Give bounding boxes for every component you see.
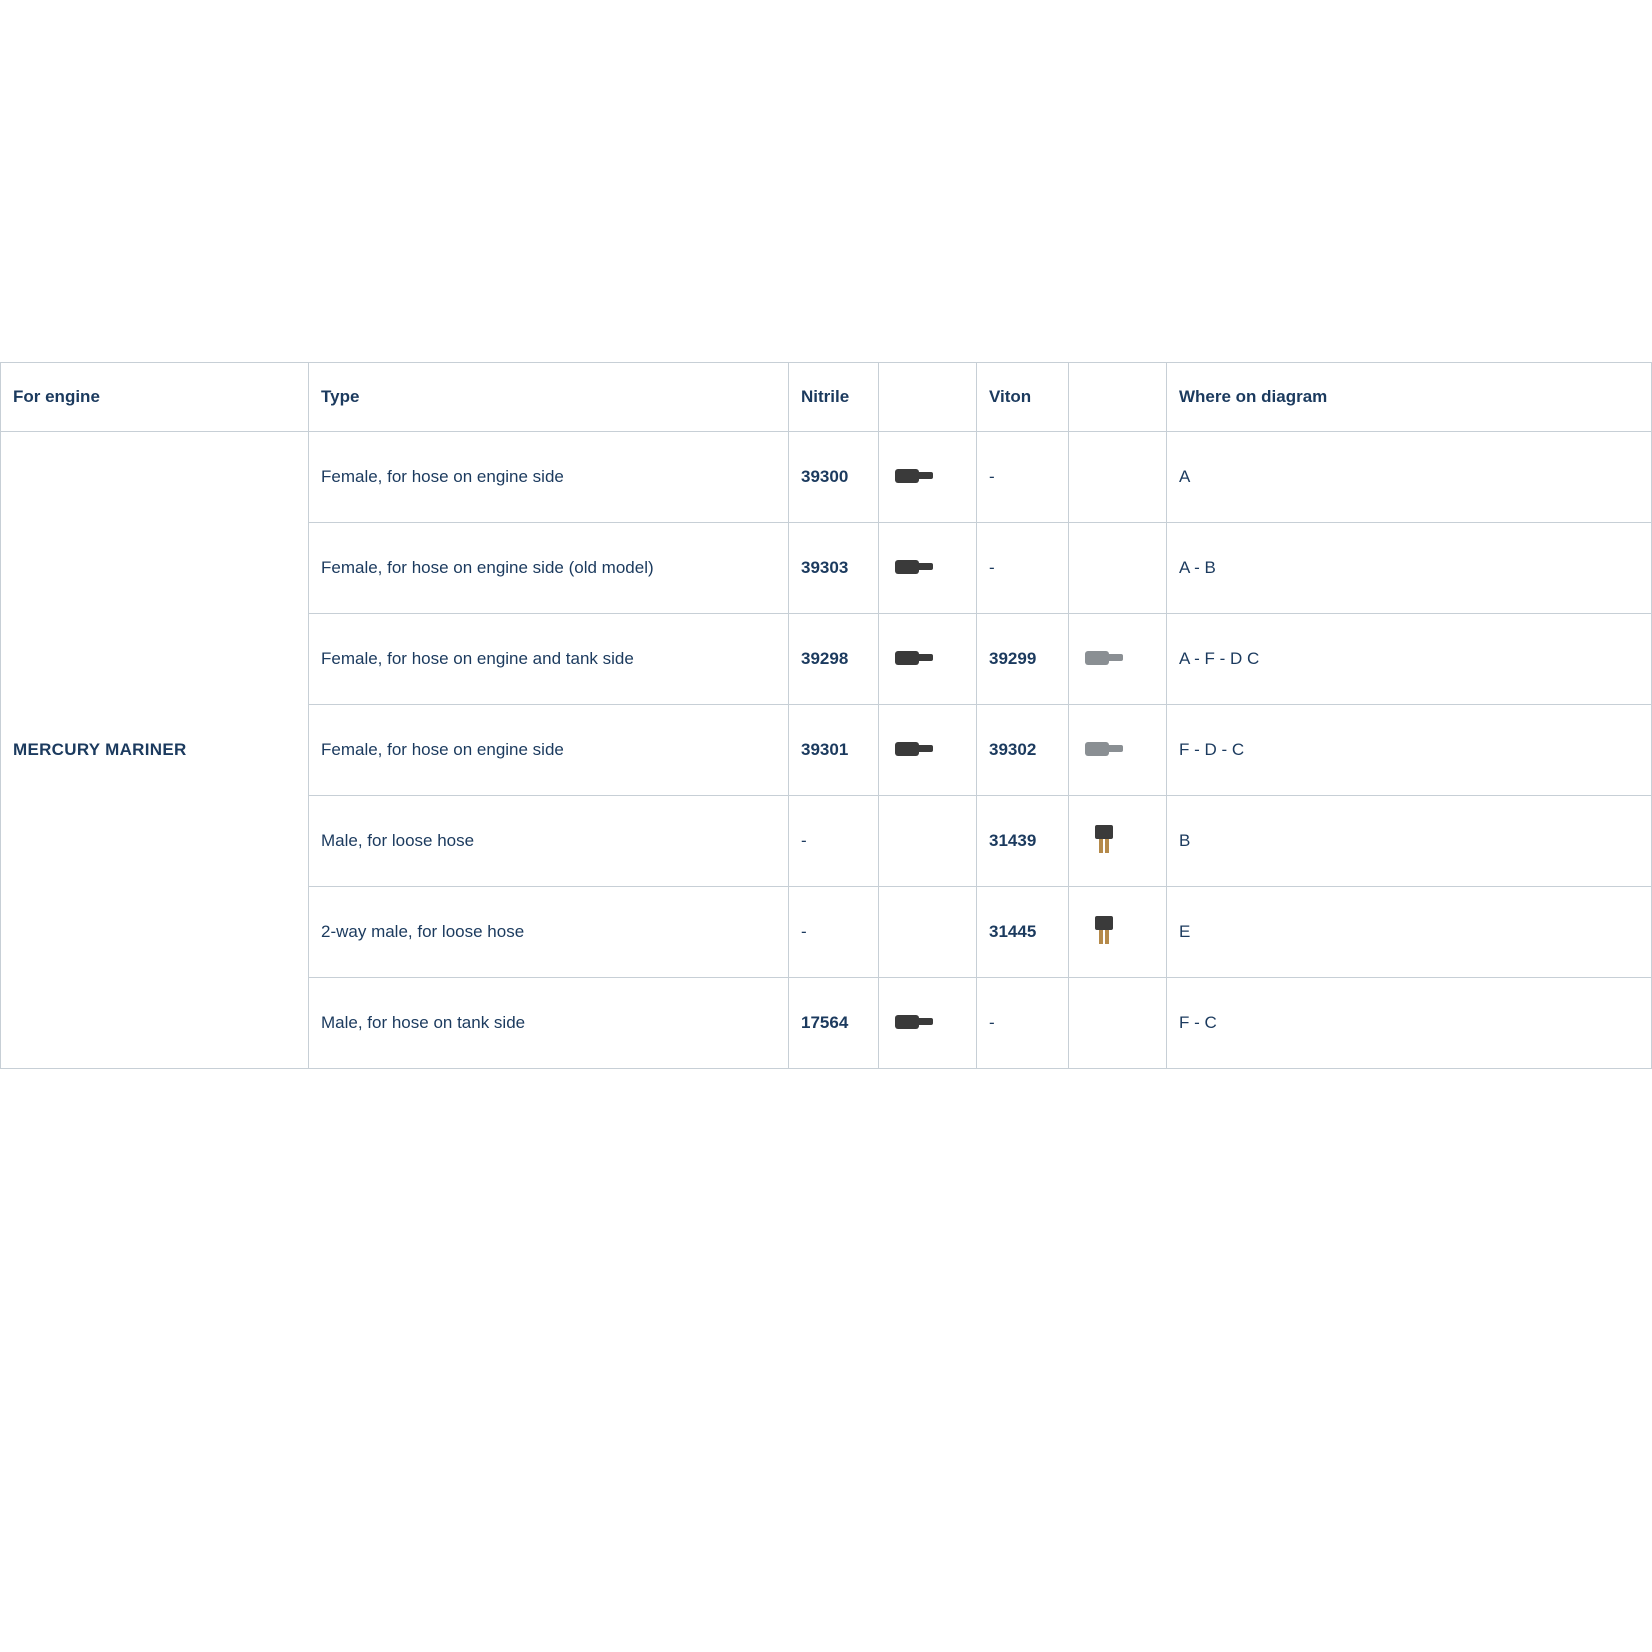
nitrile-cell: -	[789, 887, 879, 978]
col-header-vimg	[1069, 363, 1167, 432]
viton-image-cell	[1069, 887, 1167, 978]
connector-icon	[1081, 660, 1127, 679]
where-cell: B	[1167, 796, 1652, 887]
type-cell: Male, for hose on tank side	[309, 978, 789, 1069]
viton-image-cell	[1069, 614, 1167, 705]
col-header-engine: For engine	[1, 363, 309, 432]
where-cell: F - D - C	[1167, 705, 1652, 796]
type-cell: 2-way male, for loose hose	[309, 887, 789, 978]
nitrile-image-cell	[879, 887, 977, 978]
connector-icon	[891, 1024, 937, 1043]
connector-icon	[1081, 751, 1127, 770]
viton-image-cell	[1069, 796, 1167, 887]
where-cell: A - F - D C	[1167, 614, 1652, 705]
viton-image-cell	[1069, 705, 1167, 796]
type-cell: Male, for loose hose	[309, 796, 789, 887]
type-cell: Female, for hose on engine side (old mod…	[309, 523, 789, 614]
where-cell: E	[1167, 887, 1652, 978]
viton-image-cell	[1069, 432, 1167, 523]
type-cell: Female, for hose on engine and tank side	[309, 614, 789, 705]
nitrile-cell: -	[789, 796, 879, 887]
viton-cell: 31439	[977, 796, 1069, 887]
col-header-nimg	[879, 363, 977, 432]
connector-icon	[891, 478, 937, 497]
nitrile-image-cell	[879, 432, 977, 523]
type-cell: Female, for hose on engine side	[309, 432, 789, 523]
connector-icon	[1081, 842, 1127, 861]
table-header-row: For engine Type Nitrile Viton Where on d…	[1, 363, 1652, 432]
nitrile-cell: 39300	[789, 432, 879, 523]
where-cell: F - C	[1167, 978, 1652, 1069]
viton-image-cell	[1069, 523, 1167, 614]
connector-icon	[1081, 933, 1127, 952]
parts-table: For engine Type Nitrile Viton Where on d…	[0, 362, 1652, 1069]
viton-cell: -	[977, 523, 1069, 614]
col-header-type: Type	[309, 363, 789, 432]
nitrile-cell: 17564	[789, 978, 879, 1069]
type-cell: Female, for hose on engine side	[309, 705, 789, 796]
nitrile-cell: 39303	[789, 523, 879, 614]
connector-icon	[891, 660, 937, 679]
viton-cell: -	[977, 978, 1069, 1069]
col-header-where: Where on diagram	[1167, 363, 1652, 432]
nitrile-image-cell	[879, 614, 977, 705]
table-row: MERCURY MARINERFemale, for hose on engin…	[1, 432, 1652, 523]
where-cell: A	[1167, 432, 1652, 523]
viton-cell: 39302	[977, 705, 1069, 796]
col-header-viton: Viton	[977, 363, 1069, 432]
viton-image-cell	[1069, 978, 1167, 1069]
viton-cell: -	[977, 432, 1069, 523]
connector-icon	[891, 751, 937, 770]
nitrile-image-cell	[879, 523, 977, 614]
nitrile-cell: 39298	[789, 614, 879, 705]
nitrile-image-cell	[879, 705, 977, 796]
col-header-nitrile: Nitrile	[789, 363, 879, 432]
viton-cell: 31445	[977, 887, 1069, 978]
nitrile-cell: 39301	[789, 705, 879, 796]
where-cell: A - B	[1167, 523, 1652, 614]
connector-icon	[891, 569, 937, 588]
engine-name-cell: MERCURY MARINER	[1, 432, 309, 1069]
nitrile-image-cell	[879, 978, 977, 1069]
viton-cell: 39299	[977, 614, 1069, 705]
nitrile-image-cell	[879, 796, 977, 887]
